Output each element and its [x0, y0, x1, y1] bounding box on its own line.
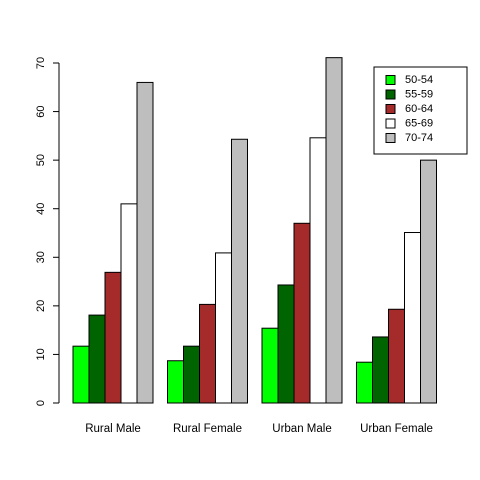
bar-60-64-rural-female — [199, 303, 216, 404]
bar-50-54-urban-male — [261, 327, 279, 404]
legend-label: 65-69 — [405, 117, 433, 129]
bar-55-59-rural-male — [88, 314, 106, 404]
category-label: Urban Female — [360, 423, 433, 435]
category-label: Rural Female — [173, 423, 242, 435]
bar-70-74-urban-female — [420, 159, 437, 404]
category-label: Rural Male — [85, 423, 141, 435]
bar-50-54-rural-male — [72, 345, 90, 404]
bar-65-69-urban-male — [309, 137, 327, 404]
category-label: Urban Male — [272, 423, 331, 435]
legend: 50-54 55-59 60-64 65-69 70-74 — [373, 66, 468, 155]
bar-70-74-rural-male — [136, 81, 154, 404]
y-tick-label: 30 — [35, 251, 47, 263]
legend-swatch — [385, 118, 396, 129]
y-tick-label: 10 — [35, 348, 47, 360]
bar-60-64-urban-female — [388, 308, 405, 404]
bar-55-59-urban-female — [372, 336, 389, 404]
y-axis: 0 10 20 30 40 50 60 70 — [35, 57, 60, 406]
legend-label: 55-59 — [405, 88, 433, 100]
bar-65-69-urban-female — [404, 232, 421, 404]
y-tick-label: 60 — [35, 105, 47, 117]
bar-60-64-urban-male — [293, 222, 311, 404]
y-tick-label: 20 — [35, 300, 47, 312]
y-tick-label: 70 — [35, 57, 47, 69]
bar-50-54-rural-female — [167, 360, 184, 404]
legend-swatch — [385, 75, 396, 85]
legend-label: 50-54 — [405, 74, 433, 86]
bar-60-64-rural-male — [104, 271, 122, 404]
y-tick-label: 0 — [35, 400, 47, 406]
legend-swatch — [385, 89, 396, 100]
bar-50-54-urban-female — [356, 361, 373, 404]
bar-55-59-rural-female — [183, 345, 200, 404]
bar-65-69-rural-male — [120, 203, 138, 404]
legend-label: 70-74 — [405, 132, 433, 144]
bar-55-59-urban-male — [277, 284, 295, 404]
legend-swatch — [385, 104, 396, 114]
bars-group — [72, 57, 437, 404]
bar-70-74-urban-male — [325, 57, 343, 404]
legend-label: 60-64 — [405, 103, 433, 115]
bar-65-69-rural-female — [215, 252, 232, 404]
y-tick-label: 40 — [35, 203, 47, 215]
bar-70-74-rural-female — [231, 138, 248, 404]
legend-swatch — [385, 133, 396, 143]
y-tick-label: 50 — [35, 154, 47, 166]
x-axis-category-labels: Rural Male Rural Female Urban Male Urban Fe… — [85, 423, 433, 435]
